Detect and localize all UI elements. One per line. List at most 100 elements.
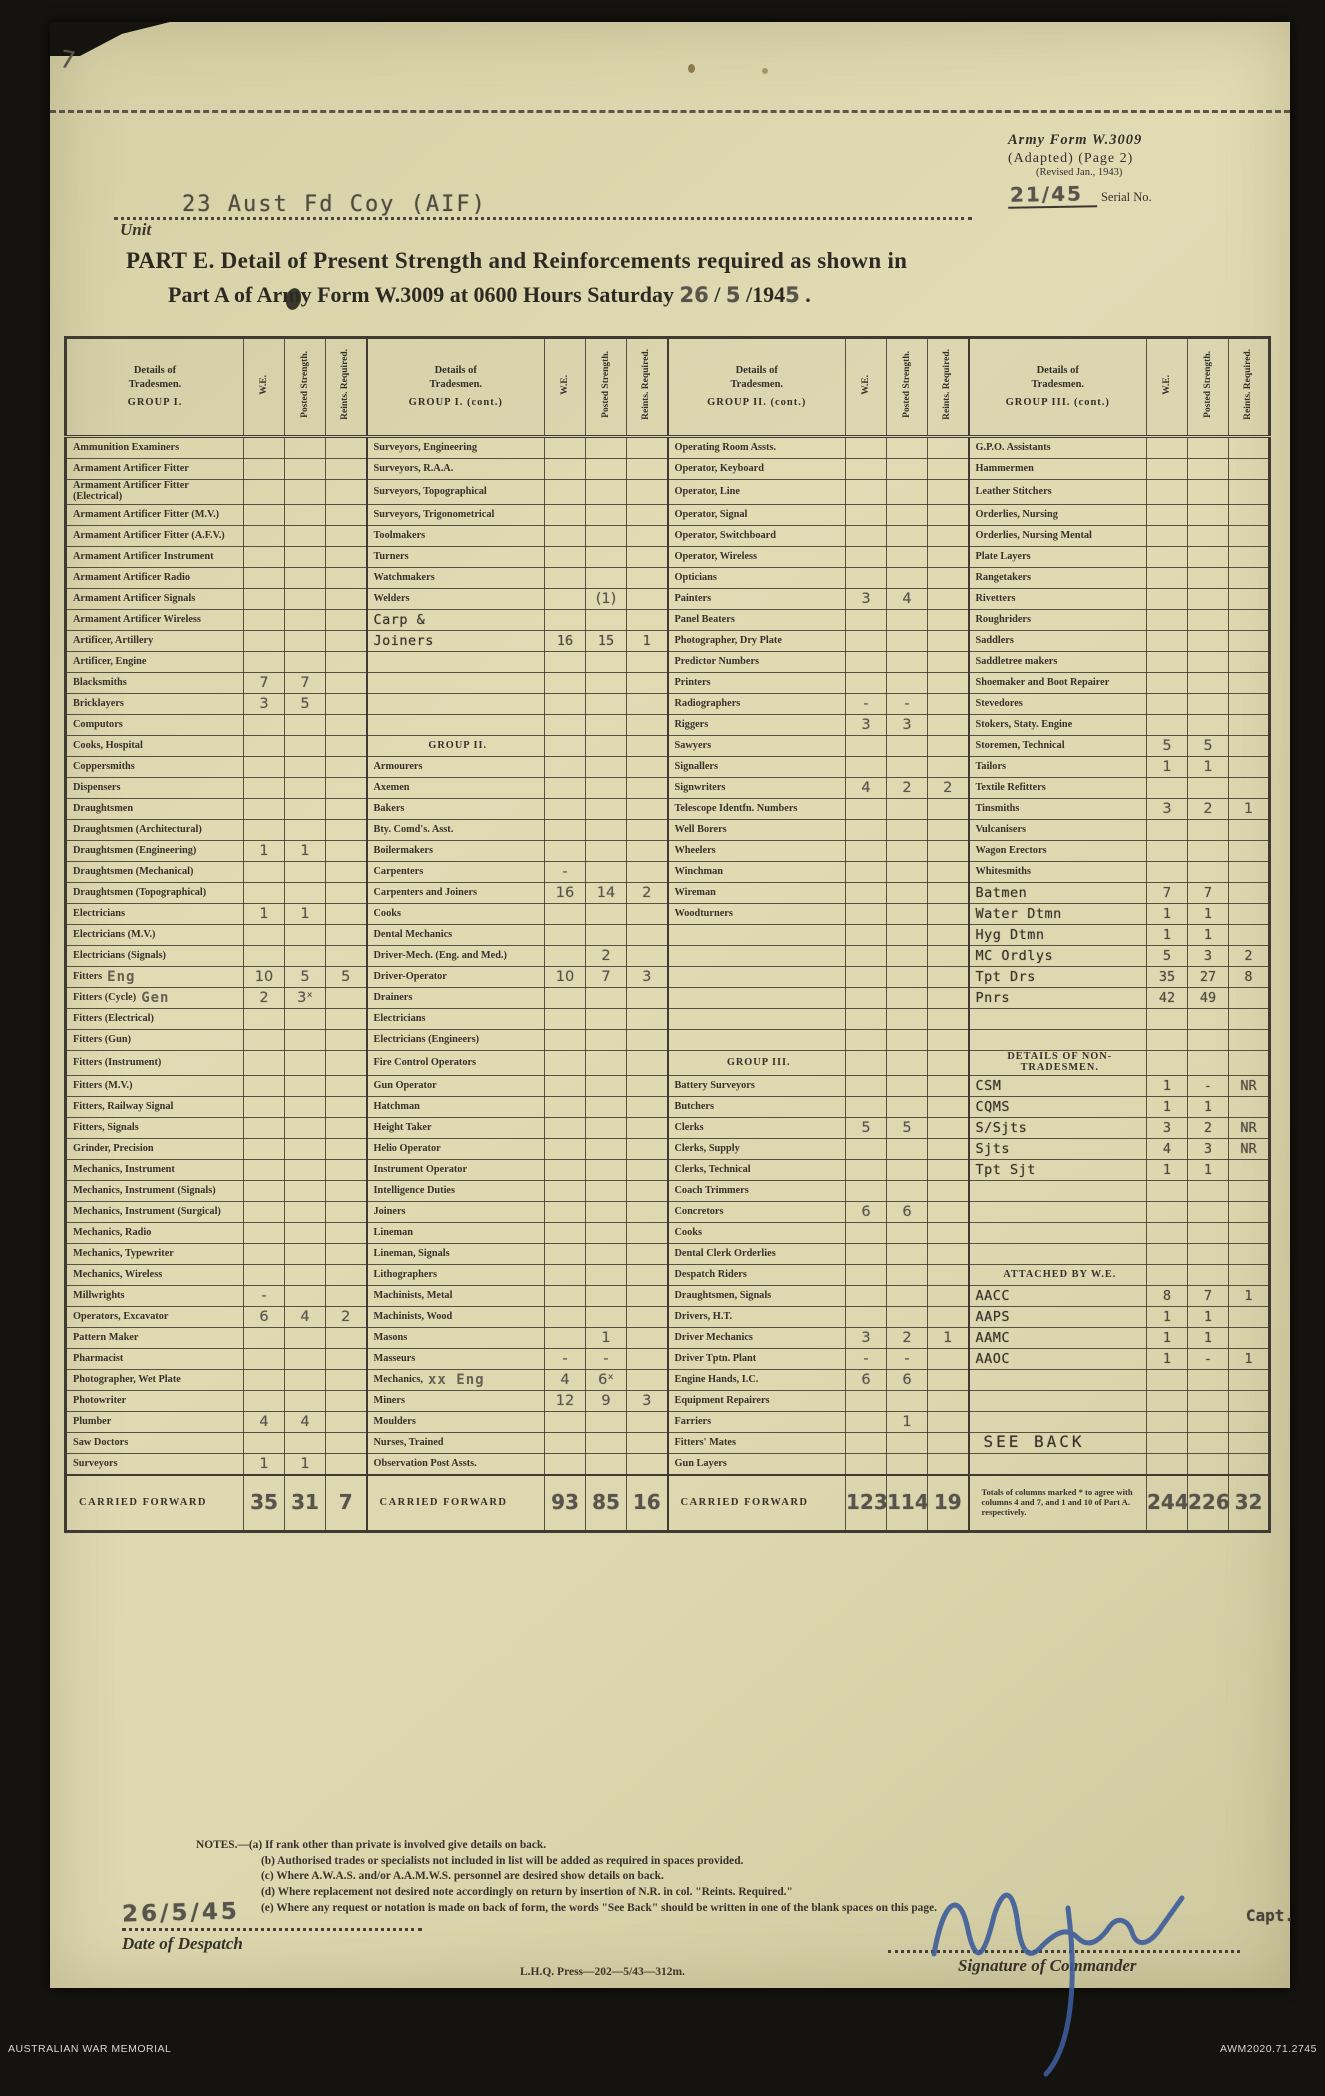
entry-value: 2 — [902, 1329, 912, 1346]
we-cell — [1146, 629, 1188, 652]
rr-cell — [927, 1095, 969, 1118]
printed-trade-label: Equipment Repairers — [674, 1394, 770, 1406]
we-cell — [1146, 671, 1188, 694]
form-page: 7 23 Aust Fd Coy (AIF) Unit Army Form W.3… — [50, 22, 1294, 2077]
form-id-block: Army Form W.3009 (Adapted) (Page 2) (Rev… — [1007, 132, 1248, 209]
trade-cell: Photographer, Dry Plate — [666, 629, 846, 652]
table-row: Pattern Maker Masons 1 Driver Mechanics 3 2 1 A… — [65, 1326, 1270, 1349]
ps-cell — [886, 965, 928, 988]
rr-cell — [927, 839, 969, 862]
we-cell — [243, 566, 285, 589]
rr-cell — [1228, 1368, 1270, 1391]
trade-cell — [967, 1452, 1147, 1476]
column-header-posted: Posted Strength. — [1187, 337, 1229, 438]
rr-cell — [626, 734, 668, 757]
we-cell — [243, 1431, 285, 1454]
rr-cell — [626, 1007, 668, 1030]
printed-trade-label: Armament Artificer Fitter (M.V.) — [73, 508, 220, 520]
we-cell — [1146, 839, 1188, 862]
we-cell — [544, 797, 586, 820]
ps-cell — [886, 797, 928, 820]
we-cell: - — [845, 1347, 887, 1370]
trade-cell: Shoemaker and Boot Repairer — [967, 671, 1147, 694]
ps-cell — [284, 566, 326, 589]
entry-value: 3 — [1162, 800, 1172, 817]
table-row: Fitters, Signals Height Taker Clerks 5 5 S/Sj… — [65, 1116, 1270, 1139]
ps-cell — [585, 1410, 627, 1433]
printed-trade-label: Despatch Riders — [674, 1268, 747, 1280]
printed-trade-label: Electricians (Engineers) — [373, 1033, 480, 1045]
ps-cell — [1187, 545, 1229, 568]
entry-value: 1 — [300, 1455, 310, 1472]
ps-cell: 7 — [585, 965, 627, 988]
printed-trade-label: Drivers, H.T. — [674, 1310, 733, 1322]
ps-cell: 1 — [1187, 923, 1229, 946]
entry-value: 1 — [1162, 926, 1172, 943]
serial-number-label: Serial No. — [1100, 189, 1152, 204]
ps-cell — [1187, 860, 1229, 883]
typed-entry-label: Tpt Drs — [975, 968, 1036, 985]
rr-cell — [626, 1452, 668, 1476]
we-cell: - — [544, 860, 586, 883]
entry-value: - — [1203, 1350, 1213, 1367]
ps-cell — [585, 1305, 627, 1328]
rr-cell: 2 — [1228, 944, 1270, 967]
trade-cell: Saddlers — [967, 629, 1147, 652]
we-cell — [544, 902, 586, 925]
ps-cell — [284, 734, 326, 757]
table-row: CARRIED FORWARD 35 31 7 CARRIED FORWARD 93 85 1… — [65, 1473, 1270, 1533]
archive-caption-left: AUSTRALIAN WAR MEMORIAL — [8, 2043, 172, 2055]
trade-cell: Plumber — [65, 1410, 244, 1433]
typed-entry-label: AAMC — [975, 1329, 1011, 1346]
ps-cell — [886, 986, 928, 1009]
trade-cell — [666, 944, 846, 967]
ps-cell — [1187, 776, 1229, 799]
rr-cell — [626, 692, 668, 715]
we-cell — [1146, 458, 1188, 480]
rr-cell — [626, 1137, 668, 1160]
rr-cell — [927, 1074, 969, 1097]
printed-trade-label: Operator, Wireless — [674, 550, 758, 562]
we-cell: 6 — [845, 1368, 887, 1391]
we-cell — [1146, 1452, 1188, 1476]
we-cell — [845, 1137, 887, 1160]
printed-trade-label: Butchers — [674, 1100, 714, 1112]
entry-value: 15 — [597, 632, 615, 649]
trade-cell — [967, 1007, 1147, 1030]
entry-value: 4 — [560, 1371, 570, 1388]
we-cell: 4 — [544, 1368, 586, 1391]
trade-cell: GROUP III. — [666, 1049, 846, 1076]
trade-cell — [365, 650, 545, 673]
we-cell: 5 — [1146, 944, 1188, 967]
we-cell — [243, 1242, 285, 1265]
trade-cell: Joiners — [365, 1200, 545, 1223]
table-row: Mechanics, Radio Lineman Cooks — [65, 1221, 1270, 1244]
we-cell — [544, 1221, 586, 1244]
trade-cell: Photowriter — [65, 1389, 244, 1412]
entry-value: 7 — [601, 968, 611, 985]
rr-cell — [626, 1347, 668, 1370]
entry-value: - — [1203, 1077, 1213, 1094]
rr-cell — [1228, 629, 1270, 652]
ps-cell — [284, 881, 326, 904]
rr-cell — [626, 458, 668, 480]
printed-trade-label: Surveyors — [73, 1457, 118, 1469]
date-month: 5 — [725, 283, 741, 307]
ps-cell — [886, 458, 928, 480]
ps-cell — [886, 545, 928, 568]
trade-cell: Wheelers — [666, 839, 846, 862]
we-cell — [845, 1074, 887, 1097]
stamp-annotation: Eng — [107, 969, 136, 986]
despatch-date-label: Date of Despatch — [122, 1934, 243, 1953]
table-row: Armament Artificer Fitter (A.F.V.) Toolma… — [65, 524, 1270, 547]
rr-cell — [1228, 881, 1270, 904]
trade-cell: Surveyors, Engineering — [365, 436, 545, 459]
we-cell — [243, 860, 285, 883]
we-cell — [845, 1242, 887, 1265]
we-cell — [845, 671, 887, 694]
typed-entry-label: Hyg Dtmn — [975, 926, 1045, 943]
entry-value: 7 — [1203, 1287, 1213, 1304]
typed-entry-label: Pnrs — [975, 989, 1011, 1006]
trade-cell — [666, 1028, 846, 1051]
rr-cell: 19 — [927, 1473, 969, 1533]
